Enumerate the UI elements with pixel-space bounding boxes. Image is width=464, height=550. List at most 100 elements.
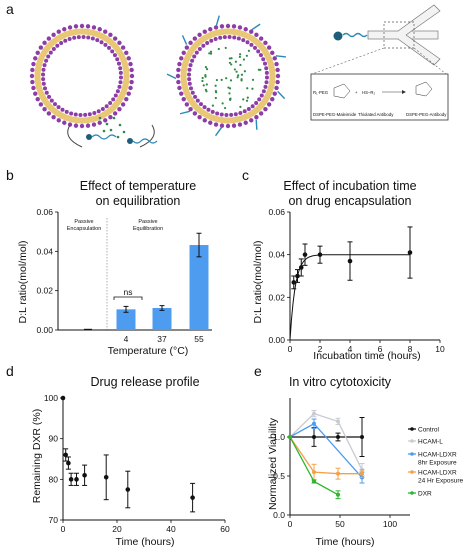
- lipo2-outer-head: [181, 97, 186, 102]
- lipo2-drug: [228, 61, 232, 64]
- lipo2-inner-head: [187, 77, 192, 82]
- chart-d-ytick-label: 100: [44, 393, 58, 403]
- lipo1-outer-head: [31, 85, 36, 91]
- chart-c-xtick-label: 0: [288, 344, 293, 354]
- lipo1-inner-head: [56, 105, 61, 110]
- lipo2-inner-head: [262, 61, 267, 66]
- lipo1-inner-head: [73, 112, 78, 117]
- antibody-conjugate-icon: [311, 4, 447, 75]
- legend-marker-3: [410, 470, 414, 474]
- lipo2-peg-chain: [277, 90, 286, 100]
- lipo2-inner-head: [258, 53, 263, 58]
- chart-b-title-2: on equilibration: [96, 194, 181, 208]
- lipo2-drug: [204, 66, 208, 69]
- free-drug: [105, 122, 109, 126]
- chart-d-ytick-label: 90: [49, 434, 59, 444]
- lipo1-outer-head: [56, 29, 61, 34]
- chart-e-xlabel: Time (hours): [315, 536, 374, 548]
- chart-d-point: [63, 452, 68, 458]
- lipo1-outer-head: [91, 122, 97, 127]
- lipo1-outer-head: [129, 73, 135, 79]
- chart-e-series-4-point: [336, 492, 340, 497]
- lipo2-inner-head: [256, 49, 261, 54]
- lipo1-inner-head: [43, 86, 48, 91]
- lipo1-outer-head: [108, 114, 113, 120]
- liposome-loaded: [166, 15, 287, 137]
- lipo2-drug: [228, 92, 231, 95]
- legend-marker-2: [410, 452, 414, 456]
- free-drug: [116, 135, 120, 139]
- lipo2-inner-head: [192, 54, 197, 59]
- lipo1-inner-head: [52, 102, 57, 107]
- lipo1-inner-head: [46, 54, 51, 59]
- chart-c-xlabel: Incubation time (hours): [313, 350, 420, 362]
- free-drug: [102, 129, 106, 133]
- lipo1-outer-head: [124, 97, 129, 102]
- lipo2-outer-head: [219, 24, 225, 29]
- lipo2-inner-head: [201, 43, 206, 48]
- lipo2-inner-head: [190, 58, 195, 63]
- scheme-caption-1: DSPE-PEG-Maleimide: [313, 112, 357, 117]
- lipo2-inner-head: [202, 105, 207, 110]
- lipo2-drug: [217, 47, 220, 51]
- chart-e-series-1-point: [312, 411, 316, 416]
- lipo2-outer-head: [275, 79, 280, 85]
- lipo2-outer-head: [179, 91, 184, 96]
- lipo2-inner-head: [232, 35, 237, 40]
- lipo2-outer-head: [177, 85, 182, 91]
- bar-37: [152, 307, 172, 330]
- lipo2-outer-head: [177, 61, 182, 67]
- lipo2-outer-head: [270, 97, 275, 102]
- lipo2-outer-head: [225, 123, 231, 129]
- group-label-passive-enc-2: Encapsulation: [67, 226, 102, 232]
- lipo2-inner-head: [253, 45, 258, 50]
- lipo2-outer-head: [197, 114, 202, 120]
- chart-b-ytick-label: 0.06: [36, 207, 53, 217]
- lipo2-outer-head: [208, 120, 213, 125]
- free-drug: [112, 116, 116, 120]
- lipo2-drug: [245, 99, 249, 102]
- lipo1-inner-head: [72, 35, 77, 40]
- lipo2-outer-head: [270, 50, 275, 55]
- chart-c-ytick-label: 0.00: [268, 335, 285, 345]
- bar-55: [189, 245, 209, 330]
- lipo2-inner-head: [189, 86, 194, 91]
- lipo1-outer-head: [62, 120, 67, 125]
- chart-e-ytick-label: 0.5: [273, 471, 285, 481]
- lipo2-drug: [229, 79, 233, 82]
- chart-b-annotation-ns: ns: [124, 287, 133, 297]
- scheme-caption-2: Thiolated Antibody: [358, 112, 394, 117]
- lipo2-inner-head: [197, 46, 202, 51]
- lipo1-inner-head: [81, 35, 86, 40]
- lipo2-drug: [230, 63, 233, 66]
- legend-marker-0: [410, 427, 414, 431]
- legend-marker-4: [410, 491, 414, 495]
- chart-b-xtick-label: 4: [124, 334, 129, 344]
- lipo1-inner-head: [41, 67, 46, 72]
- lipo1-inner-head: [115, 89, 120, 94]
- chart-e-xtick-label: 50: [335, 519, 345, 529]
- chart-e-title: In vitro cytotoxicity: [289, 375, 392, 389]
- lipo1-outer-head: [79, 123, 85, 129]
- lipo1-inner-head: [100, 106, 105, 111]
- chart-temperature: Effect of temperature on equilibration D…: [17, 179, 212, 357]
- arrow-left-icon: [67, 124, 83, 148]
- lipo2-drug: [237, 74, 240, 77]
- lipo2-inner-head: [198, 102, 203, 107]
- lipo2-inner-head: [193, 94, 198, 99]
- lipo1-outer-head: [38, 45, 44, 50]
- lipo2-drug: [214, 96, 217, 100]
- lipo2-drug: [209, 50, 213, 53]
- legend-label-2: HCAM-LDXR: [418, 451, 457, 458]
- chart-d-xtick-label: 20: [112, 524, 122, 534]
- lipo2-peg-chain: [275, 55, 287, 58]
- lipo2-inner-head: [209, 38, 214, 43]
- lipo1-outer-head: [67, 25, 73, 30]
- lipo2-drug: [251, 87, 254, 90]
- lipo2-outer-head: [254, 114, 259, 120]
- lipo2-drug: [208, 52, 211, 55]
- chart-e-series-3-point: [360, 471, 364, 476]
- product-ring-icon: [415, 81, 433, 97]
- lipo2-drug: [239, 53, 242, 56]
- lipo2-peg-chain: [251, 23, 261, 31]
